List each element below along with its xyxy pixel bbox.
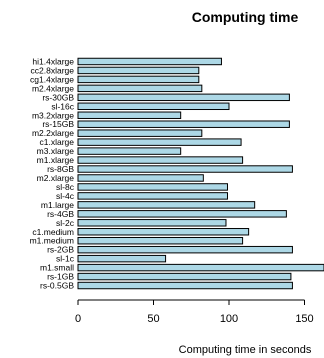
bar-m1-xlarge	[77, 156, 244, 164]
bar-m1-small	[77, 263, 324, 272]
category-label-m1-large: m1.large	[41, 200, 74, 210]
bar-m1-medium	[77, 236, 244, 245]
bar-sl-1c	[77, 254, 167, 263]
bar-rs-8gb	[77, 165, 293, 173]
category-labels: hi1.4xlargecc2.8xlargecg1.4xlargem2.4xla…	[30, 56, 75, 290]
bar-sl-4c	[77, 192, 228, 200]
bar-m3-xlarge	[77, 147, 182, 155]
bar-cg1-4xlarge	[77, 75, 200, 84]
category-label-sl-1c: sl-1c	[56, 254, 75, 264]
category-label-sl-4c: sl-4c	[56, 191, 75, 201]
category-label-c1-medium: c1.medium	[32, 227, 74, 237]
category-label-m1-small: m1.small	[40, 263, 74, 273]
bar-sl-16c	[77, 102, 230, 111]
bar-c1-medium	[77, 228, 250, 236]
bar-rs-1gb	[77, 272, 292, 281]
bar-rs-4gb	[77, 210, 287, 218]
bar-c1-xlarge	[77, 138, 242, 146]
x-tick-label-150: 150	[295, 313, 313, 325]
x-axis: 0 50 100 150	[75, 299, 314, 325]
category-label-m1-xlarge: m1.xlarge	[37, 155, 75, 165]
category-label-rs-4gb: rs-4GB	[47, 209, 74, 219]
bar-m2-xlarge	[77, 174, 204, 182]
x-tick-label-50: 50	[147, 313, 159, 325]
category-label-rs-15gb: rs-15GB	[42, 119, 74, 129]
x-tick-label-100: 100	[220, 313, 238, 325]
category-label-sl-2c: sl-2c	[56, 218, 75, 228]
category-label-cg1-4xlarge: cg1.4xlarge	[30, 74, 74, 84]
bar-rs-0-5gb	[77, 281, 293, 290]
category-label-m2-xlarge: m2.xlarge	[37, 173, 75, 183]
category-label-c1-xlarge: c1.xlarge	[40, 137, 75, 147]
bar-m2-2xlarge	[77, 129, 203, 137]
category-label-m1-medium: m1.medium	[30, 236, 74, 246]
category-label-rs-1gb: rs-1GB	[47, 272, 74, 282]
chart-title: Computing time	[192, 9, 299, 25]
category-label-sl-8c: sl-8c	[56, 182, 75, 192]
bar-m3-2xlarge	[77, 111, 182, 119]
category-label-m3-2xlarge: m3.2xlarge	[32, 110, 74, 120]
bar-rs-2gb	[77, 245, 293, 254]
bar-sl-2c	[77, 219, 227, 227]
category-label-rs-2gb: rs-2GB	[47, 245, 74, 255]
bars-group	[77, 57, 324, 290]
category-label-cc2-8xlarge: cc2.8xlarge	[31, 65, 75, 75]
category-label-hi1-4xlarge: hi1.4xlarge	[32, 56, 74, 66]
bar-hi1-4xlarge	[77, 57, 222, 66]
bar-m2-4xlarge	[77, 84, 203, 93]
x-tick-label-0: 0	[75, 313, 81, 325]
category-label-m3-xlarge: m3.xlarge	[37, 146, 75, 156]
category-label-sl-16c: sl-16c	[51, 101, 74, 111]
bar-rs-15gb	[77, 120, 290, 128]
bar-m1-large	[77, 201, 256, 209]
category-label-rs-8gb: rs-8GB	[47, 164, 74, 174]
bar-sl-8c	[77, 183, 228, 191]
bar-rs-30gb	[77, 93, 290, 102]
bar-cc2-8xlarge	[77, 66, 200, 75]
category-label-rs-30gb: rs-30GB	[42, 92, 74, 102]
x-axis-label: Computing time in seconds	[179, 344, 312, 356]
category-label-m2-4xlarge: m2.4xlarge	[32, 83, 74, 93]
category-label-m2-2xlarge: m2.2xlarge	[32, 128, 74, 138]
category-label-rs-0-5gb: rs-0.5GB	[40, 281, 74, 291]
